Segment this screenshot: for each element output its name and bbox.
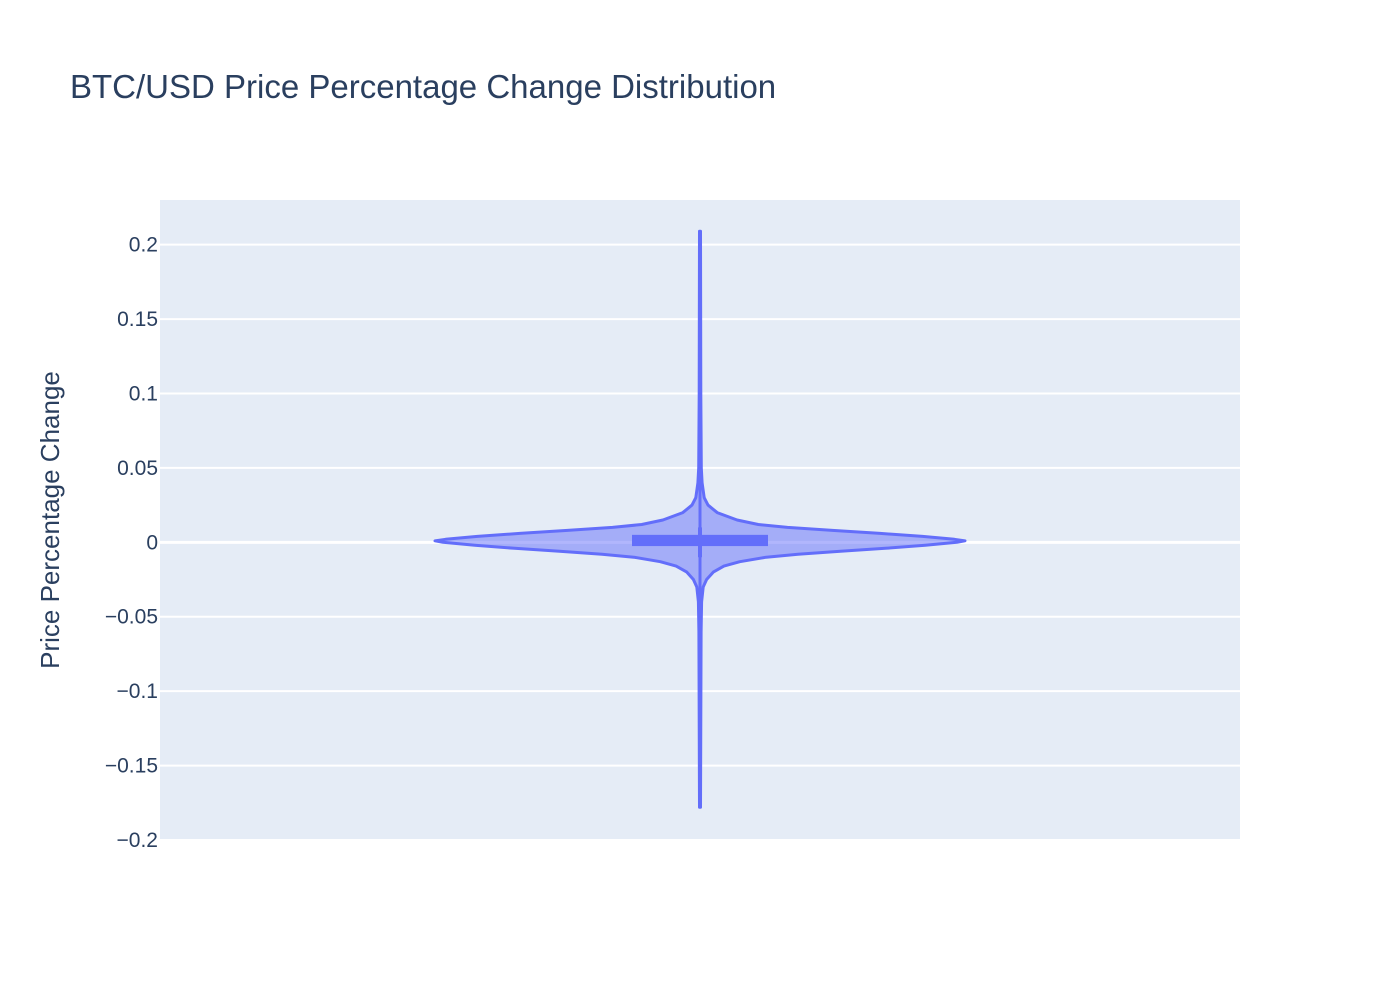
y-tick-label: 0.1 — [129, 382, 158, 405]
y-tick-label: −0.05 — [105, 606, 158, 629]
y-tick-label: −0.1 — [117, 680, 158, 703]
y-tick-labels: 0.2 0.15 0.1 0.05 0 −0.05 −0.1 −0.15 −0.2 — [105, 234, 158, 852]
y-tick-label: −0.2 — [117, 829, 158, 852]
y-tick-label: 0.2 — [129, 234, 158, 257]
chart-title: BTC/USD Price Percentage Change Distribu… — [70, 68, 777, 105]
y-tick-label: −0.15 — [105, 755, 158, 778]
y-tick-label: 0 — [146, 531, 158, 554]
y-tick-label: 0.15 — [117, 308, 158, 331]
y-tick-label: 0.05 — [117, 457, 158, 480]
violin-trace — [433, 229, 967, 809]
y-axis-title: Price Percentage Change — [35, 371, 65, 669]
